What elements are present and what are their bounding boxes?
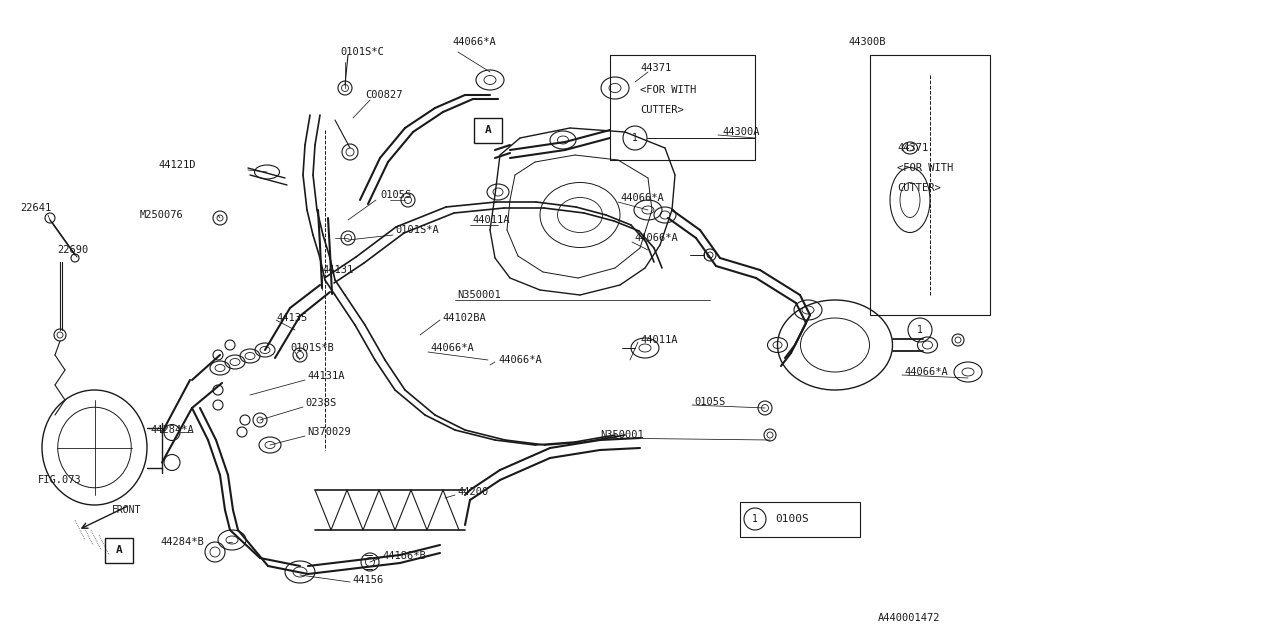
Text: 44284*A: 44284*A <box>150 425 193 435</box>
Text: 22690: 22690 <box>58 245 88 255</box>
Text: 44102BA: 44102BA <box>442 313 485 323</box>
Text: 0105S: 0105S <box>694 397 726 407</box>
Text: 44066*A: 44066*A <box>620 193 664 203</box>
Text: <FOR WITH: <FOR WITH <box>640 85 696 95</box>
Text: 44011A: 44011A <box>472 215 509 225</box>
Text: A440001472: A440001472 <box>878 613 941 623</box>
Text: 1: 1 <box>632 133 637 143</box>
Text: M250076: M250076 <box>140 210 184 220</box>
Text: 44121D: 44121D <box>157 160 196 170</box>
Text: A: A <box>485 125 492 135</box>
Text: CUTTER>: CUTTER> <box>640 105 684 115</box>
Text: 44131A: 44131A <box>307 371 344 381</box>
Text: C00827: C00827 <box>365 90 402 100</box>
Text: <FOR WITH: <FOR WITH <box>897 163 954 173</box>
Text: 44135: 44135 <box>276 313 307 323</box>
Text: N370029: N370029 <box>307 427 351 437</box>
Text: 44066*A: 44066*A <box>634 233 677 243</box>
Text: 0100S: 0100S <box>774 514 809 524</box>
Text: N350001: N350001 <box>600 430 644 440</box>
Text: 44156: 44156 <box>352 575 383 585</box>
Bar <box>105 538 133 563</box>
Text: 44186*B: 44186*B <box>381 551 426 561</box>
Text: 44066*A: 44066*A <box>904 367 947 377</box>
Text: 44131: 44131 <box>323 265 353 275</box>
Text: 44284*B: 44284*B <box>160 537 204 547</box>
Bar <box>474 118 502 143</box>
Text: 0101S*A: 0101S*A <box>396 225 439 235</box>
Bar <box>740 502 860 537</box>
Text: 0101S*B: 0101S*B <box>291 343 334 353</box>
Bar <box>870 55 989 315</box>
Text: 44066*A: 44066*A <box>430 343 474 353</box>
Text: 44300B: 44300B <box>849 37 886 47</box>
Text: 0105S: 0105S <box>380 190 411 200</box>
Text: 44066*A: 44066*A <box>452 37 495 47</box>
Text: N350001: N350001 <box>457 290 500 300</box>
Text: 22641: 22641 <box>20 203 51 213</box>
Text: FRONT: FRONT <box>113 505 141 515</box>
Text: 44011A: 44011A <box>640 335 677 345</box>
Bar <box>611 55 755 160</box>
Text: 0238S: 0238S <box>305 398 337 408</box>
Text: 44371: 44371 <box>640 63 671 73</box>
Text: 44300A: 44300A <box>722 127 759 137</box>
Text: 44200: 44200 <box>457 487 488 497</box>
Text: A: A <box>115 545 123 555</box>
Text: FIG.073: FIG.073 <box>38 475 82 485</box>
Text: 1: 1 <box>753 514 758 524</box>
Text: CUTTER>: CUTTER> <box>897 183 941 193</box>
Text: 1: 1 <box>916 325 923 335</box>
Text: 44066*A: 44066*A <box>498 355 541 365</box>
Text: 0101S*C: 0101S*C <box>340 47 384 57</box>
Text: 44371: 44371 <box>897 143 928 153</box>
